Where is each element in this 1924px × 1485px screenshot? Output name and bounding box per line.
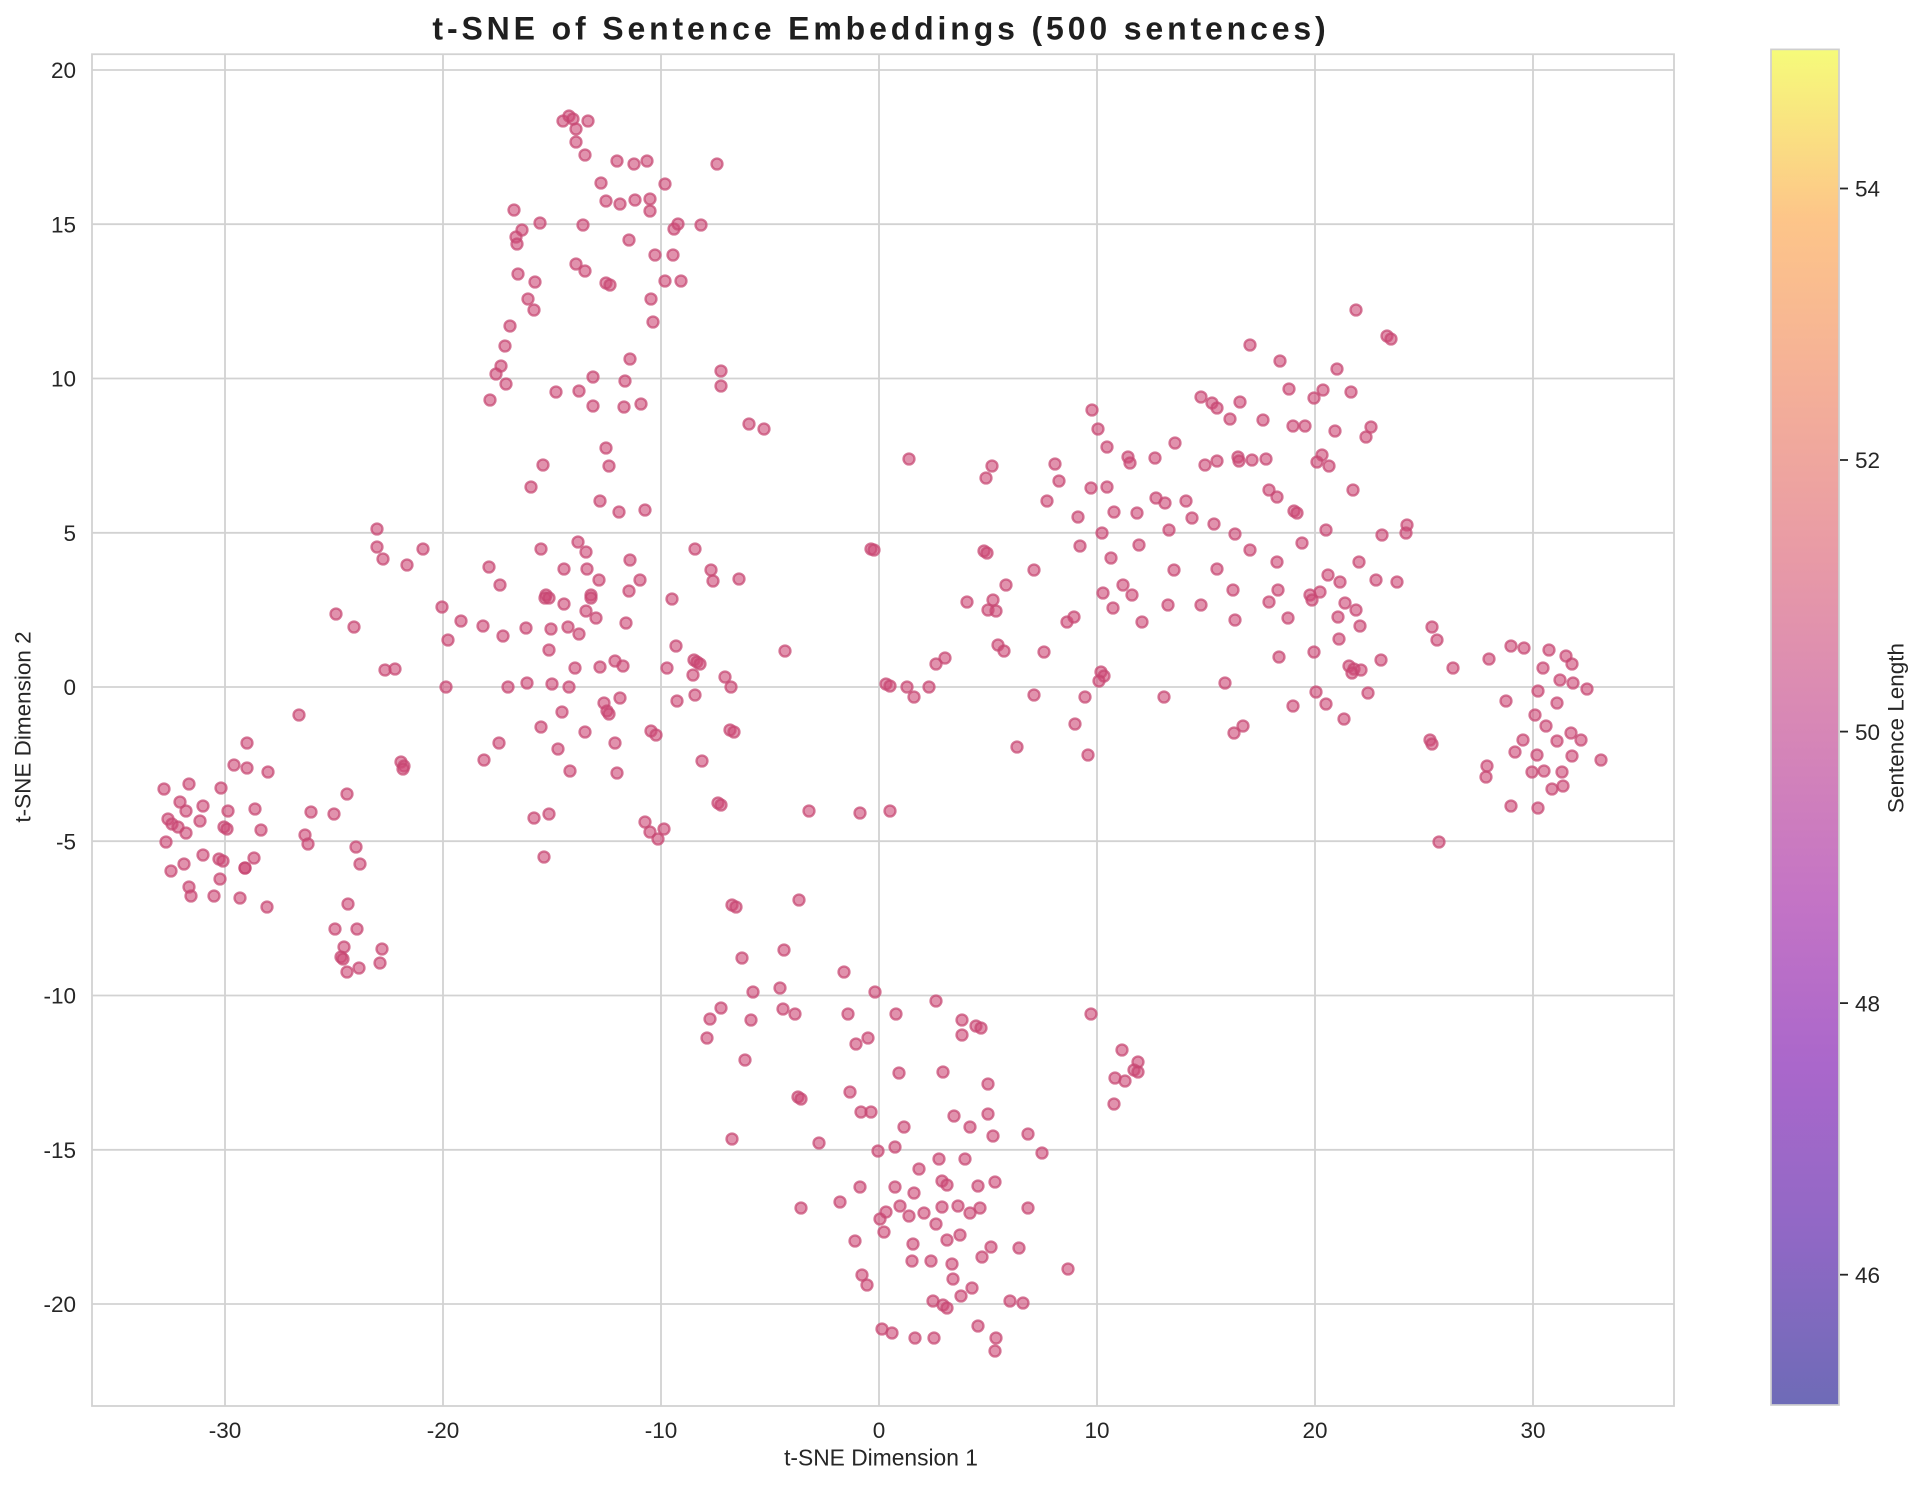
svg-text:10: 10 (51, 367, 76, 392)
svg-text:-20: -20 (427, 1418, 460, 1443)
svg-text:20: 20 (51, 58, 76, 83)
svg-text:-15: -15 (43, 1138, 76, 1163)
svg-text:0: 0 (63, 675, 76, 700)
svg-text:5: 5 (63, 521, 76, 546)
svg-text:-10: -10 (43, 984, 76, 1009)
svg-text:15: 15 (51, 212, 76, 237)
svg-text:-20: -20 (43, 1292, 76, 1317)
svg-text:t-SNE of Sentence Embeddings (: t-SNE of Sentence Embeddings (500 senten… (432, 11, 1329, 47)
svg-text:54: 54 (1855, 177, 1880, 202)
svg-text:-10: -10 (645, 1418, 678, 1443)
svg-text:50: 50 (1855, 720, 1880, 745)
svg-text:t-SNE Dimension 2: t-SNE Dimension 2 (11, 631, 36, 822)
svg-text:48: 48 (1855, 991, 1880, 1016)
svg-text:46: 46 (1855, 1263, 1880, 1288)
svg-text:52: 52 (1855, 448, 1880, 473)
svg-text:0: 0 (873, 1418, 886, 1443)
svg-text:10: 10 (1084, 1418, 1109, 1443)
svg-text:t-SNE Dimension 1: t-SNE Dimension 1 (784, 1445, 978, 1471)
svg-text:Sentence Length: Sentence Length (1884, 643, 1909, 813)
svg-text:-30: -30 (209, 1418, 242, 1443)
svg-text:20: 20 (1302, 1418, 1327, 1443)
svg-text:-5: -5 (56, 830, 76, 855)
svg-text:30: 30 (1520, 1418, 1545, 1443)
